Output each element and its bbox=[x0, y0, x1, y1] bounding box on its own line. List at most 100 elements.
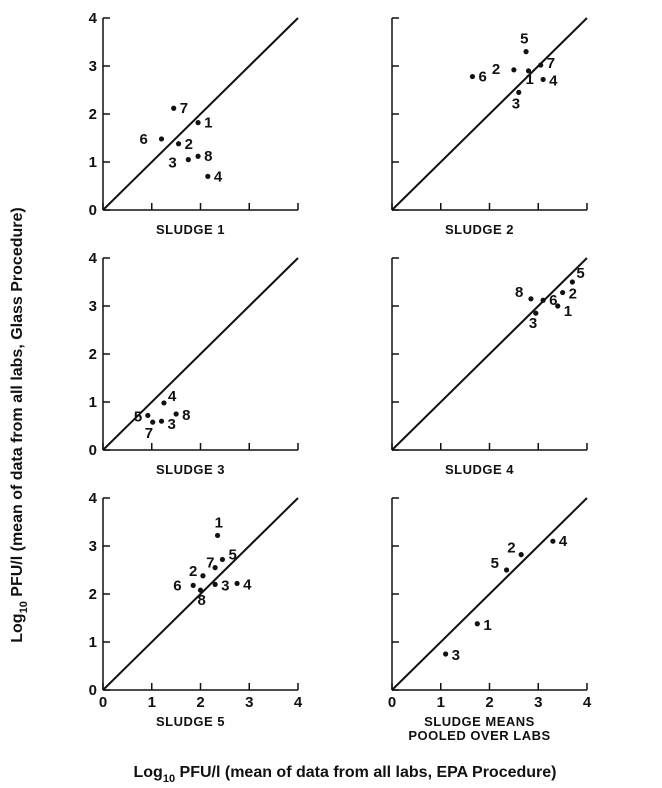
identity-line bbox=[391, 17, 588, 211]
point-label-3: 3 bbox=[452, 647, 460, 664]
x-axis-label: Log10 PFU/l (mean of data from all labs,… bbox=[134, 764, 557, 785]
x-tick-label: 3 bbox=[534, 694, 542, 711]
point-label-7: 7 bbox=[547, 55, 555, 72]
panel-title: SLUDGE 2 bbox=[445, 222, 514, 237]
data-point-7 bbox=[150, 419, 156, 425]
point-label-6: 6 bbox=[140, 131, 148, 148]
point-label-5: 5 bbox=[491, 555, 499, 572]
panel-4: 5 8 261 3 SLUDGE 4 bbox=[391, 257, 588, 477]
identity-line bbox=[102, 497, 299, 691]
point-label-2: 2 bbox=[492, 61, 500, 78]
data-point-6 bbox=[158, 136, 165, 142]
point-label-3: 3 bbox=[168, 155, 176, 172]
y-tick-label: 2 bbox=[89, 586, 97, 603]
point-label-1: 1 bbox=[526, 71, 534, 88]
data-point-6 bbox=[190, 582, 196, 588]
data-point-2 bbox=[200, 573, 206, 579]
x-tick-label: 2 bbox=[196, 694, 204, 711]
point-label-6: 6 bbox=[173, 577, 181, 594]
point-label-6: 6 bbox=[478, 69, 486, 86]
point-label-2: 2 bbox=[185, 136, 193, 153]
data-point-3 bbox=[158, 418, 165, 424]
panel-title: SLUDGE 5 bbox=[156, 714, 225, 729]
point-label-1: 1 bbox=[483, 617, 491, 634]
y-tick-label: 2 bbox=[89, 346, 97, 363]
y-tick-label: 1 bbox=[89, 154, 97, 171]
x-tick-label: 0 bbox=[388, 694, 396, 711]
data-point-2 bbox=[560, 289, 566, 296]
point-label-8: 8 bbox=[515, 284, 523, 301]
data-point-5 bbox=[219, 556, 226, 563]
y-tick-label: 0 bbox=[89, 442, 97, 459]
y-tick-label: 4 bbox=[89, 250, 98, 267]
data-point-4 bbox=[234, 580, 240, 587]
y-tick-label: 0 bbox=[89, 202, 97, 219]
data-point-4 bbox=[550, 538, 556, 544]
panel-title: SLUDGE MEANS bbox=[424, 714, 535, 729]
data-point-4 bbox=[540, 76, 546, 83]
point-label-3: 3 bbox=[168, 416, 176, 433]
data-point-4 bbox=[161, 400, 167, 406]
y-tick-label: 4 bbox=[89, 490, 98, 507]
x-tick-label: 2 bbox=[485, 694, 493, 711]
data-point-6 bbox=[469, 73, 476, 80]
point-label-7: 7 bbox=[180, 100, 188, 117]
point-label-1: 1 bbox=[204, 115, 212, 132]
point-label-1: 1 bbox=[564, 303, 572, 320]
data-point-4 bbox=[205, 173, 211, 179]
data-point-5 bbox=[503, 567, 510, 573]
identity-line bbox=[391, 257, 588, 451]
point-label-3: 3 bbox=[529, 315, 537, 332]
x-tick-label: 1 bbox=[148, 694, 156, 711]
point-label-4: 4 bbox=[559, 533, 568, 550]
x-tick-label: 4 bbox=[583, 694, 592, 711]
point-label-1: 1 bbox=[215, 514, 223, 531]
point-label-4: 4 bbox=[214, 168, 223, 185]
data-point-8 bbox=[528, 296, 534, 302]
data-point-3 bbox=[516, 89, 522, 95]
data-point-1 bbox=[555, 303, 561, 309]
point-label-4: 4 bbox=[243, 576, 252, 593]
point-label-8: 8 bbox=[182, 407, 190, 424]
y-tick-label: 1 bbox=[89, 394, 97, 411]
point-label-2: 2 bbox=[569, 286, 577, 303]
data-point-2 bbox=[175, 141, 182, 147]
data-point-7 bbox=[212, 565, 218, 571]
point-label-3: 3 bbox=[512, 95, 520, 112]
data-point-1 bbox=[214, 532, 221, 539]
data-point-8 bbox=[195, 153, 201, 159]
panel-title: SLUDGE 4 bbox=[445, 462, 514, 477]
point-label-5: 5 bbox=[520, 31, 528, 48]
data-point-1 bbox=[525, 68, 532, 74]
x-tick-label: 0 bbox=[99, 694, 107, 711]
identity-line bbox=[391, 497, 588, 691]
data-point-3 bbox=[185, 157, 191, 163]
data-point-7 bbox=[171, 105, 177, 111]
y-tick-label: 3 bbox=[89, 298, 97, 315]
y-axis-label: Log10 PFU/l (mean of data from all labs,… bbox=[9, 207, 30, 642]
data-point-5 bbox=[569, 279, 575, 285]
point-label-5: 5 bbox=[576, 265, 584, 282]
data-point-8 bbox=[173, 411, 179, 417]
panel-title: SLUDGE 1 bbox=[156, 222, 225, 237]
data-point-3 bbox=[212, 581, 218, 588]
data-point-5 bbox=[523, 49, 529, 55]
identity-line bbox=[102, 17, 299, 211]
data-point-1 bbox=[195, 120, 201, 126]
point-label-5: 5 bbox=[134, 408, 142, 425]
data-point-7 bbox=[538, 62, 544, 68]
x-tick-label: 1 bbox=[437, 694, 445, 711]
y-tick-label: 2 bbox=[89, 106, 97, 123]
point-label-5: 5 bbox=[228, 546, 236, 563]
y-tick-label: 0 bbox=[89, 682, 97, 699]
data-point-3 bbox=[533, 310, 539, 316]
data-point-8 bbox=[197, 587, 204, 593]
y-tick-label: 1 bbox=[89, 634, 97, 651]
panel-2: 5 2 7 6 1 4 3 SLUDGE 2 bbox=[391, 17, 588, 237]
point-label-6: 6 bbox=[549, 292, 557, 309]
